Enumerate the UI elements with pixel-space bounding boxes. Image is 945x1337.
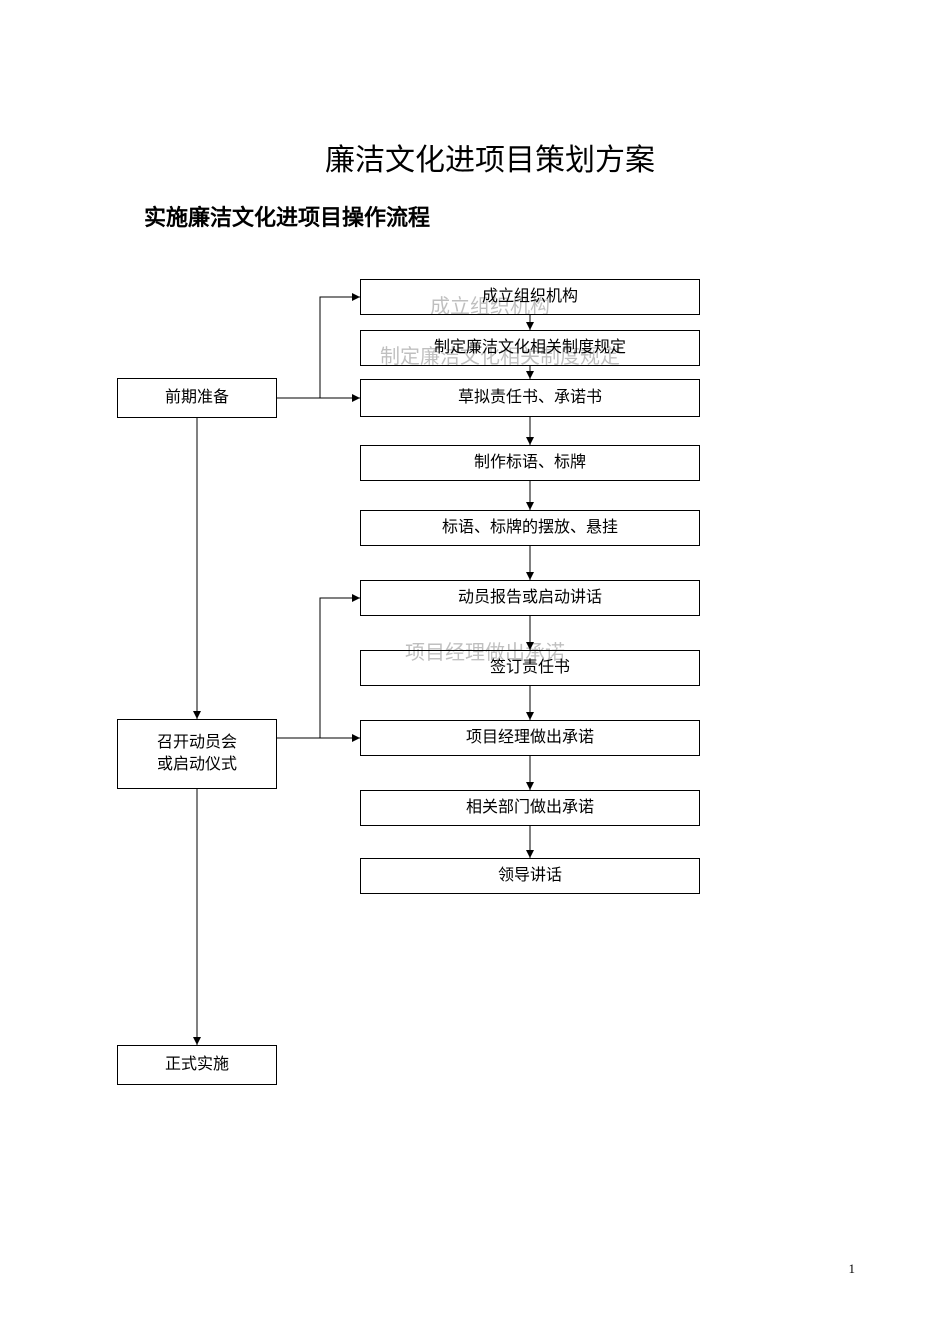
page: 廉洁文化进项目策划方案 实施廉洁文化进项目操作流程 前期准备召开动员会 或启动仪…	[0, 0, 945, 1337]
right-node-r5: 标语、标牌的摆放、悬挂	[360, 510, 700, 546]
left-node-prep: 前期准备	[117, 378, 277, 418]
right-node-r4: 制作标语、标牌	[360, 445, 700, 481]
right-node-r8: 项目经理做出承诺	[360, 720, 700, 756]
right-node-r3: 草拟责任书、承诺书	[360, 379, 700, 417]
right-node-r10: 领导讲话	[360, 858, 700, 894]
right-node-r6: 动员报告或启动讲话	[360, 580, 700, 616]
right-node-r9: 相关部门做出承诺	[360, 790, 700, 826]
page-number: 1	[849, 1261, 856, 1277]
right-node-r7: 签订责任书	[360, 650, 700, 686]
main-title: 廉洁文化进项目策划方案	[240, 135, 740, 179]
subtitle: 实施廉洁文化进项目操作流程	[144, 200, 430, 232]
right-node-r1: 成立组织机构	[360, 279, 700, 315]
right-node-r2: 制定廉洁文化相关制度规定	[360, 330, 700, 366]
left-node-meet: 召开动员会 或启动仪式	[117, 719, 277, 789]
left-node-impl: 正式实施	[117, 1045, 277, 1085]
